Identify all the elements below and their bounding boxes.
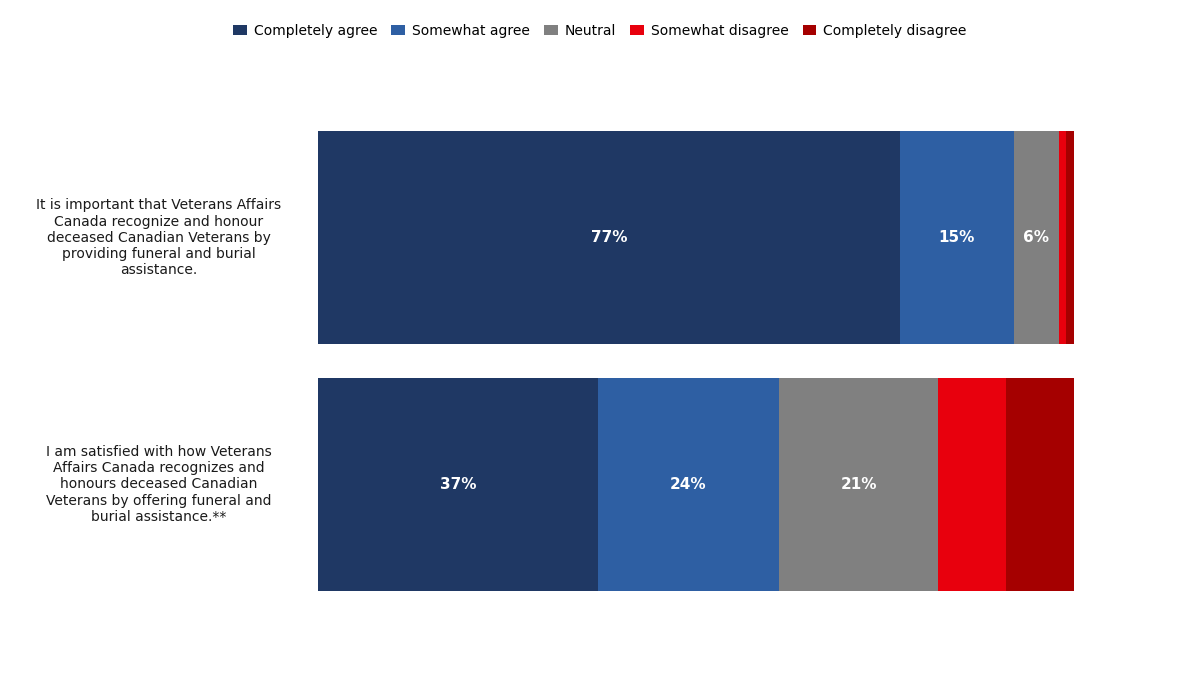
Text: I am satisfied with how Veterans
Affairs Canada recognizes and
honours deceased : I am satisfied with how Veterans Affairs…: [46, 445, 272, 524]
Bar: [900, 132, 1014, 344]
Legend: Completely agree, Somewhat agree, Neutral, Somewhat disagree, Completely disagre: Completely agree, Somewhat agree, Neutra…: [233, 24, 967, 38]
Bar: [1067, 132, 1074, 344]
Bar: [779, 378, 938, 591]
Text: 77%: 77%: [590, 230, 628, 246]
Bar: [1006, 378, 1074, 591]
Text: 21%: 21%: [840, 477, 877, 492]
Text: 37%: 37%: [439, 477, 476, 492]
Bar: [598, 378, 779, 591]
Bar: [938, 378, 1006, 591]
Bar: [318, 132, 900, 344]
Text: 24%: 24%: [670, 477, 707, 492]
Text: 15%: 15%: [938, 230, 976, 246]
Bar: [318, 378, 598, 591]
Text: It is important that Veterans Affairs
Canada recognize and honour
deceased Canad: It is important that Veterans Affairs Ca…: [36, 198, 282, 277]
Bar: [1058, 132, 1067, 344]
Bar: [1014, 132, 1058, 344]
Text: 6%: 6%: [1024, 230, 1049, 246]
